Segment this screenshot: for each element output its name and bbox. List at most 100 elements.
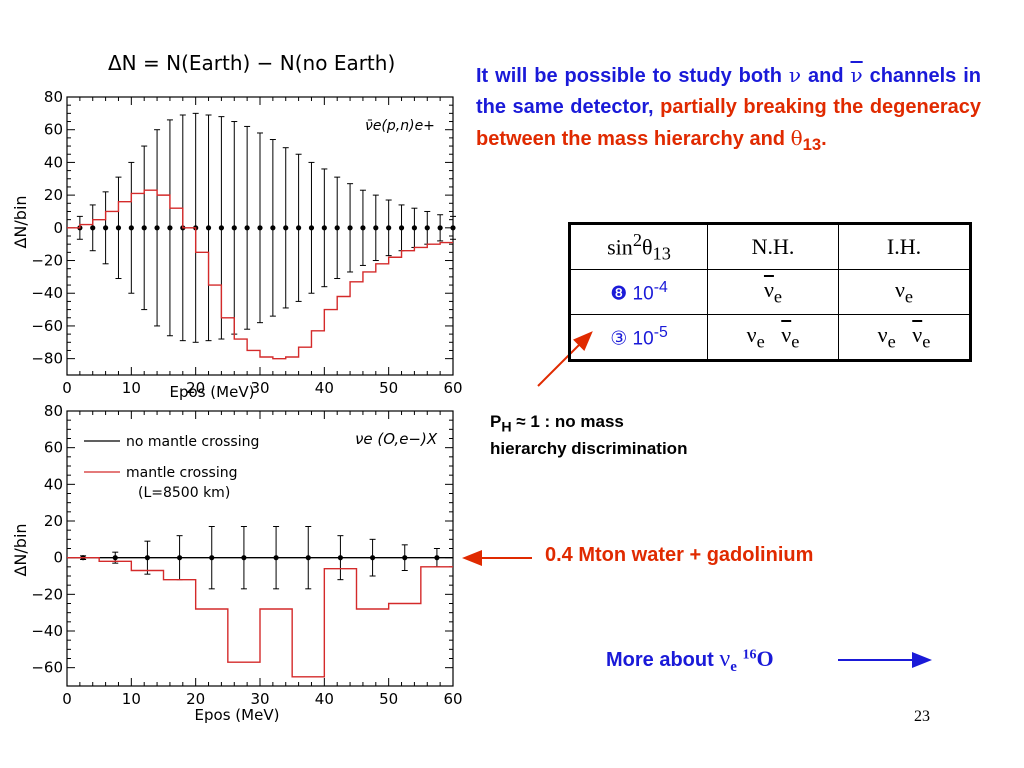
header-nh: N.H. [707,223,839,270]
data-point [334,225,340,231]
data-point [218,225,224,231]
legend-mantle-sub: (L=8500 km) [138,485,230,501]
data-point [424,225,430,231]
x-tick-label: 60 [443,690,462,708]
legend-mantle: mantle crossing [126,465,237,481]
para-theta: θ [790,126,803,150]
para-dot: . [821,128,827,150]
x-tick-label: 0 [62,379,72,397]
y-tick-label: −40 [31,622,63,640]
top-chart: 0 10 20 30 40 50 60 −80 −60 −40 −20 0 20 40 60 80 ΔN = … [11,51,463,400]
x-tick-label: 0 [62,690,72,708]
top-chart-xlabel: Epos (MeV) [170,383,255,400]
data-point [296,225,302,231]
bottom-chart: 0 10 20 30 40 50 60 −60 −40 −20 0 20 40 60 80 νe (O,e−… [11,402,463,724]
para-nubar: ν [850,63,863,87]
y-tick-label: 0 [53,219,63,237]
para-text-1: It will be possible to study both [476,65,789,87]
hierarchy-table: sin2θ13 N.H. I.H. ❽ 10-4 νe νe ③ 10-5 νe… [568,222,972,362]
bottom-chart-xlabel: Epos (MeV) [195,706,280,724]
y-tick-label: −40 [31,284,63,302]
mton-label: 0.4 Mton water + gadolinium [545,544,814,566]
series-line-1 [67,556,453,678]
y-tick-label: 20 [44,186,63,204]
row2-value: ③ 10-5 [569,314,708,361]
y-tick-label: 40 [44,153,63,171]
para-nu: ν [788,63,802,87]
data-point [103,225,109,231]
x-tick-label: 60 [443,379,462,397]
data-point [308,225,315,231]
x-tick-label: 40 [315,690,334,708]
data-point [437,225,443,231]
x-tick-label: 10 [122,379,141,397]
page-number: 23 [914,708,930,725]
y-tick-label: 80 [44,402,63,420]
legend-no-mantle: no mantle crossing [126,434,259,450]
x-tick-label: 20 [186,379,205,397]
data-point [450,225,456,231]
row2-ih: νe νe [838,314,971,361]
y-tick-label: −60 [31,317,63,335]
x-tick-label: 30 [250,690,269,708]
header-sin2theta: sin2θ13 [569,223,708,270]
data-point [167,225,173,231]
more-about-link[interactable]: More about νe 16O [606,646,774,675]
data-point [398,225,405,231]
data-point [244,225,250,231]
y-tick-label: 0 [53,549,63,567]
y-tick-label: −20 [31,585,63,603]
y-tick-label: 20 [44,512,63,530]
y-tick-label: −60 [31,659,63,677]
intro-paragraph: It will be possible to study both ν and … [476,60,981,160]
top-chart-ylabel: ΔN/bin [11,195,30,248]
data-point [411,225,417,231]
table-row: ❽ 10-4 νe νe [569,269,971,315]
data-point [141,225,147,231]
bottom-chart-annotation: νe (O,e−)X [355,430,438,448]
data-point [205,225,212,231]
row1-value: ❽ 10-4 [569,269,708,315]
data-point [128,225,134,231]
x-tick-label: 20 [186,690,205,708]
y-tick-label: 60 [44,439,63,457]
x-tick-label: 40 [315,379,334,397]
y-tick-label: 60 [44,121,63,139]
data-point [283,225,289,231]
data-point [386,225,392,231]
data-point [115,225,122,231]
para-red: partially breaking the degeneracy betwee… [476,96,981,154]
data-point [347,225,353,231]
data-point [360,225,366,231]
x-tick-label: 10 [122,690,141,708]
row2-nh: νe νe [707,314,839,361]
para-sub13: 13 [802,135,822,154]
data-point [321,225,327,231]
table-row: ③ 10-5 νe νe νe νe [569,314,971,361]
row1-nh: νe [707,269,839,315]
series-line-0 [67,189,453,360]
data-point [231,225,237,231]
y-tick-label: −20 [31,252,63,270]
x-tick-label: 50 [379,690,398,708]
data-point [270,225,276,231]
table-header-row: sin2θ13 N.H. I.H. [569,223,971,270]
data-point [90,225,96,231]
para-text-2: channels in the same detector, [476,65,981,118]
y-tick-label: 80 [44,88,63,106]
top-chart-title: ΔN = N(Earth) − N(no Earth) [108,51,395,75]
top-chart-annotation: ν̄e(p,n)e+ [365,118,435,134]
bottom-chart-ylabel: ΔN/bin [11,523,30,576]
data-point [257,225,263,231]
x-tick-label: 50 [379,379,398,397]
para-text-3: partially breaking the degeneracy betwee… [476,96,981,150]
data-point [154,225,160,231]
row1-ih: νe [838,269,971,315]
data-point [373,225,379,231]
y-tick-label: −80 [31,350,63,368]
y-tick-label: 40 [44,475,63,493]
header-ih: I.H. [838,223,971,270]
x-tick-label: 30 [250,379,269,397]
para-and: and [801,65,851,87]
ph-note: PH ≈ 1 : no mass hierarchy discriminatio… [490,412,688,459]
